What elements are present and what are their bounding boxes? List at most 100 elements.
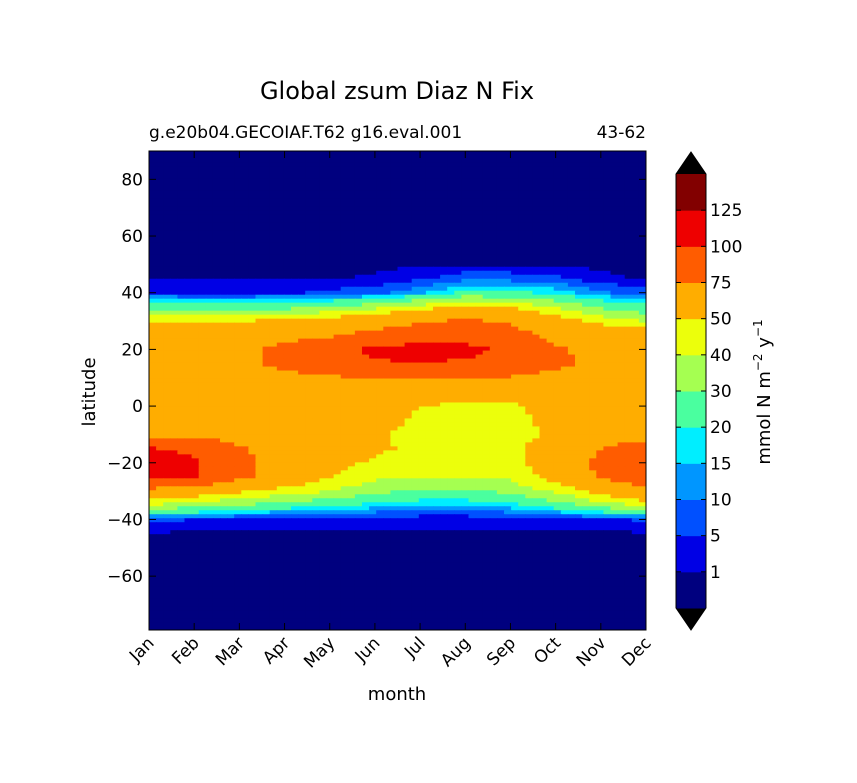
contour-cell bbox=[205, 426, 214, 432]
contour-cell bbox=[525, 198, 533, 204]
contour-cell bbox=[539, 250, 548, 256]
contour-cell bbox=[404, 422, 413, 428]
contour-cell bbox=[461, 218, 470, 224]
contour-cell bbox=[149, 226, 157, 232]
contour-cell bbox=[255, 218, 264, 224]
contour-cell bbox=[511, 298, 519, 304]
contour-cell bbox=[184, 422, 193, 428]
contour-cell bbox=[177, 226, 186, 232]
contour-cell bbox=[589, 290, 597, 296]
contour-cell bbox=[397, 362, 406, 368]
contour-cell bbox=[404, 286, 413, 292]
contour-cell bbox=[496, 414, 505, 420]
contour-cell bbox=[532, 162, 541, 168]
contour-cell bbox=[227, 330, 235, 336]
contour-cell bbox=[624, 254, 633, 260]
contour-cell bbox=[617, 186, 626, 192]
contour-cell bbox=[397, 422, 406, 428]
contour-cell bbox=[425, 270, 434, 276]
contour-cell bbox=[177, 406, 186, 412]
contour-cell bbox=[433, 218, 441, 224]
contour-cell bbox=[305, 282, 313, 288]
contour-cell bbox=[454, 342, 462, 348]
contour-cell bbox=[440, 186, 448, 192]
contour-cell bbox=[425, 170, 434, 176]
contour-cell bbox=[177, 434, 186, 439]
contour-cell bbox=[170, 326, 178, 332]
contour-cell bbox=[333, 270, 342, 276]
contour-cell bbox=[617, 330, 626, 336]
contour-cell bbox=[220, 298, 228, 304]
contour-cell bbox=[220, 386, 228, 392]
contour-cell bbox=[603, 270, 612, 276]
contour-cell bbox=[383, 190, 391, 196]
contour-cell bbox=[397, 426, 406, 432]
contour-cell bbox=[227, 414, 235, 420]
contour-cell bbox=[546, 358, 555, 364]
contour-cell bbox=[461, 230, 470, 236]
contour-cell bbox=[631, 202, 640, 208]
contour-cell bbox=[603, 266, 612, 272]
contour-cell bbox=[440, 254, 448, 260]
contour-cell bbox=[546, 274, 555, 280]
contour-cell bbox=[383, 274, 391, 280]
contour-cell bbox=[362, 198, 370, 204]
contour-cell bbox=[177, 322, 186, 328]
contour-cell bbox=[305, 338, 313, 344]
contour-cell bbox=[504, 358, 512, 364]
contour-cell bbox=[482, 418, 491, 424]
contour-cell bbox=[191, 318, 200, 324]
contour-cell bbox=[504, 238, 512, 244]
contour-cell bbox=[149, 374, 157, 380]
contour-cell bbox=[298, 222, 306, 228]
contour-cell bbox=[518, 162, 526, 168]
contour-cell bbox=[518, 330, 526, 336]
contour-cell bbox=[482, 194, 491, 200]
contour-cell bbox=[262, 250, 271, 256]
contour-cell bbox=[156, 286, 164, 292]
contour-cell bbox=[347, 170, 356, 176]
contour-cell bbox=[319, 402, 328, 408]
contour-cell bbox=[433, 390, 441, 396]
contour-cell bbox=[496, 166, 505, 172]
contour-cell bbox=[255, 262, 264, 268]
contour-cell bbox=[362, 318, 370, 324]
contour-cell bbox=[404, 278, 413, 284]
contour-cell bbox=[404, 238, 413, 244]
contour-cell bbox=[369, 266, 377, 272]
contour-cell bbox=[205, 226, 214, 232]
contour-cell bbox=[411, 338, 420, 344]
contour-cell bbox=[276, 214, 285, 220]
contour-cell bbox=[354, 362, 363, 368]
contour-cell bbox=[383, 314, 391, 320]
chart-title: Global zsum Diaz N Fix bbox=[260, 77, 534, 105]
contour-cell bbox=[312, 338, 320, 344]
contour-cell bbox=[156, 250, 164, 256]
contour-cell bbox=[298, 334, 306, 340]
contour-cell bbox=[354, 246, 363, 252]
contour-cell bbox=[454, 274, 462, 280]
contour-cell bbox=[205, 418, 214, 424]
contour-cell bbox=[333, 194, 342, 200]
contour-cell bbox=[212, 214, 221, 220]
contour-cell bbox=[191, 214, 200, 220]
contour-cell bbox=[567, 406, 576, 412]
contour-cell bbox=[170, 358, 178, 364]
contour-cell bbox=[603, 358, 612, 364]
contour-cell bbox=[575, 374, 583, 380]
contour-cell bbox=[248, 362, 257, 368]
contour-cell bbox=[525, 406, 533, 412]
contour-cell bbox=[191, 210, 200, 216]
contour-cell bbox=[319, 226, 328, 232]
contour-cell bbox=[504, 322, 512, 328]
contour-cell bbox=[461, 278, 470, 284]
contour-cell bbox=[326, 302, 335, 308]
contour-cell bbox=[319, 246, 328, 252]
contour-cell bbox=[354, 266, 363, 272]
contour-cell bbox=[198, 210, 207, 216]
contour-cell bbox=[624, 238, 633, 244]
contour-cell bbox=[560, 314, 569, 320]
contour-cell bbox=[170, 382, 178, 388]
contour-cell bbox=[149, 394, 157, 400]
contour-cell bbox=[340, 174, 349, 180]
